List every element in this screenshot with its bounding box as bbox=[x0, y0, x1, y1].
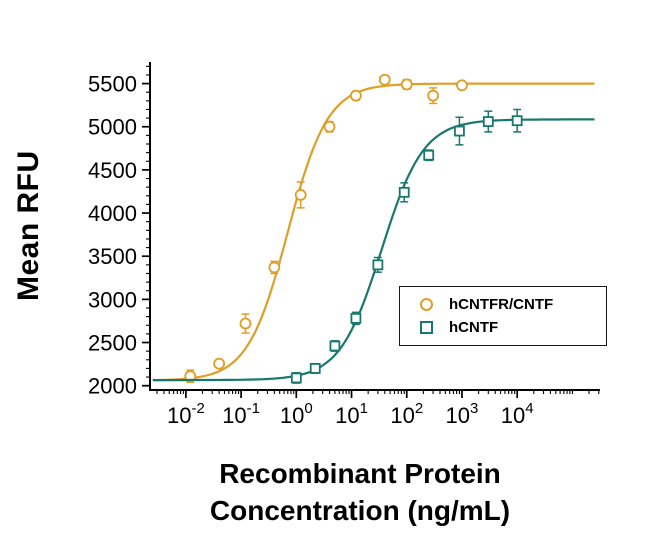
svg-text:101: 101 bbox=[335, 400, 368, 428]
legend-label-hcntf: hCNTF bbox=[449, 319, 499, 336]
legend-item-hcntf: hCNTF bbox=[408, 316, 598, 339]
square-marker-icon bbox=[420, 321, 433, 334]
svg-text:2500: 2500 bbox=[88, 331, 137, 356]
svg-text:4000: 4000 bbox=[88, 201, 137, 226]
circle-marker-icon bbox=[420, 298, 433, 311]
svg-text:104: 104 bbox=[501, 400, 534, 428]
svg-text:10-2: 10-2 bbox=[167, 400, 205, 428]
svg-text:2000: 2000 bbox=[88, 374, 137, 399]
x-axis-title-line2: Concentration (ng/mL) bbox=[209, 494, 511, 526]
svg-text:4500: 4500 bbox=[88, 158, 137, 183]
svg-text:103: 103 bbox=[446, 400, 479, 428]
svg-text:100: 100 bbox=[280, 400, 313, 428]
legend: hCNTFR/CNTF hCNTF bbox=[399, 286, 607, 346]
x-axis-title: Recombinant Protein Concentration (ng/mL… bbox=[120, 456, 600, 530]
legend-item-hcntfr-cntf: hCNTFR/CNTF bbox=[408, 293, 598, 316]
y-axis-title: Mean RFU bbox=[12, 150, 45, 302]
svg-text:5500: 5500 bbox=[88, 72, 137, 97]
legend-label-hcntfr-cntf: hCNTFR/CNTF bbox=[449, 296, 554, 313]
x-axis-title-line1: Recombinant Protein bbox=[219, 458, 501, 489]
svg-text:5000: 5000 bbox=[88, 115, 137, 140]
svg-text:10-1: 10-1 bbox=[222, 400, 260, 428]
svg-text:102: 102 bbox=[390, 400, 423, 428]
svg-text:3500: 3500 bbox=[88, 244, 137, 269]
svg-text:3000: 3000 bbox=[88, 287, 137, 312]
